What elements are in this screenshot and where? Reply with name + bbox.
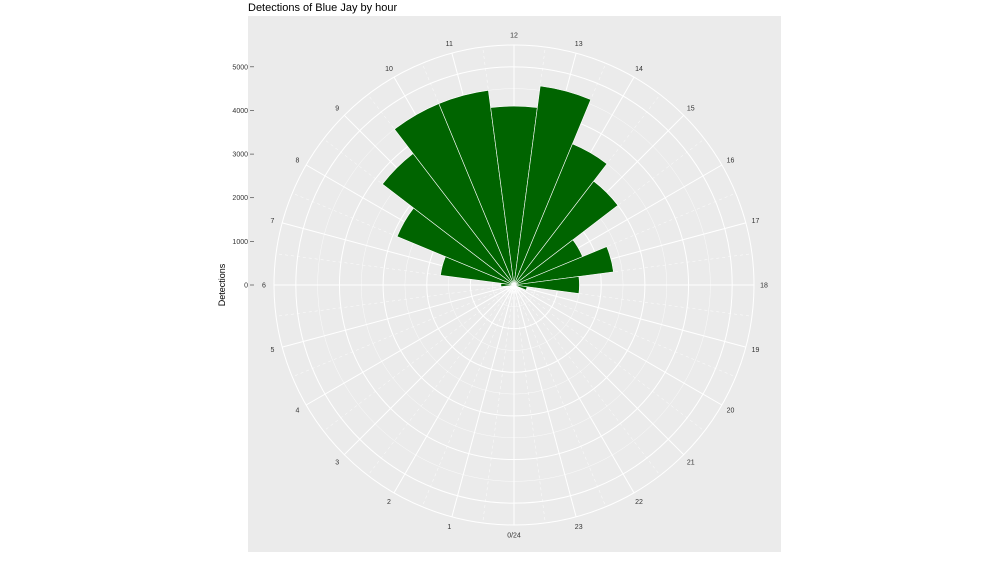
minor-spoke-1: [421, 284, 515, 507]
hour-label: 4: [296, 408, 300, 415]
minor-spoke-19: [513, 284, 736, 378]
hour-label: 22: [635, 499, 643, 506]
minor-spoke-21: [513, 284, 661, 476]
spoke-22: [513, 284, 635, 494]
y-tick-label: 3000: [232, 152, 248, 159]
bar-hour-14: [513, 143, 608, 286]
hour-label: 19: [752, 347, 760, 354]
hour-label: 0/24: [507, 533, 521, 540]
minor-spoke-20: [513, 284, 705, 432]
y-tick-label: 0: [244, 283, 248, 290]
hour-label: 7: [271, 218, 275, 225]
minor-spoke-8: [323, 138, 515, 286]
y-tick-label: 4000: [232, 108, 248, 115]
minor-spoke-14: [513, 94, 661, 286]
minor-spoke-18: [513, 284, 752, 317]
minor-spoke-2: [367, 284, 515, 476]
minor-spoke-4: [292, 284, 515, 378]
minor-spoke-0: [482, 284, 515, 523]
y-tick-label: 1000: [232, 239, 248, 246]
minor-spoke-10: [421, 63, 515, 286]
spoke-5: [282, 284, 515, 348]
bar-hour-13: [513, 85, 592, 286]
hour-label: 20: [727, 408, 735, 415]
hour-label: 10: [385, 66, 393, 73]
hour-label: 3: [335, 459, 339, 466]
y-tick-label: 2000: [232, 195, 248, 202]
spoke-4: [305, 284, 515, 406]
hour-label: 14: [635, 66, 643, 73]
minor-spoke-17: [513, 253, 752, 286]
spoke-23: [513, 284, 577, 517]
bar-hour-17: [513, 246, 614, 286]
minor-spoke-16: [513, 192, 736, 286]
spoke-19: [513, 284, 746, 348]
hour-label: 21: [687, 459, 695, 466]
hour-label: 2: [387, 499, 391, 506]
hour-label-layer: 0/24123456789101112131415161718192021222…: [262, 33, 768, 540]
y-tick-label: 5000: [232, 64, 248, 71]
spoke-3: [343, 284, 515, 456]
minor-spoke-3: [323, 284, 515, 432]
minor-spoke-5: [276, 284, 515, 317]
spoke-20: [513, 284, 723, 406]
hour-label: 15: [687, 106, 695, 113]
bar-hour-11: [438, 89, 515, 286]
hour-label: 5: [271, 347, 275, 354]
hour-label: 13: [575, 41, 583, 48]
hour-label: 17: [752, 218, 760, 225]
hour-label: 23: [575, 524, 583, 531]
hour-label: 8: [296, 158, 300, 165]
spoke-2: [393, 284, 515, 494]
hour-label: 18: [760, 283, 768, 290]
bar-hour-19: [513, 284, 528, 291]
chart-title: Detections of Blue Jay by hour: [248, 2, 398, 14]
hour-label: 9: [335, 106, 339, 113]
spoke-21: [513, 284, 685, 456]
bar-layer: [382, 85, 619, 294]
hour-label: 11: [446, 41, 453, 48]
minor-spoke-9: [367, 94, 515, 286]
minor-spoke-6: [276, 253, 515, 286]
hour-label: 6: [262, 283, 266, 290]
bar-hour-18: [513, 276, 580, 294]
minor-spoke-22: [513, 284, 607, 507]
spoke-1: [451, 284, 515, 517]
hour-label: 12: [510, 33, 518, 40]
hour-label: 16: [727, 158, 735, 165]
bar-hour-15: [513, 180, 619, 286]
minor-spoke-23: [513, 284, 546, 523]
y-axis-label: Detections: [217, 263, 227, 306]
y-axis: 0 1000 2000 3000 4000 5000: [232, 64, 254, 290]
hour-label: 1: [447, 524, 451, 531]
